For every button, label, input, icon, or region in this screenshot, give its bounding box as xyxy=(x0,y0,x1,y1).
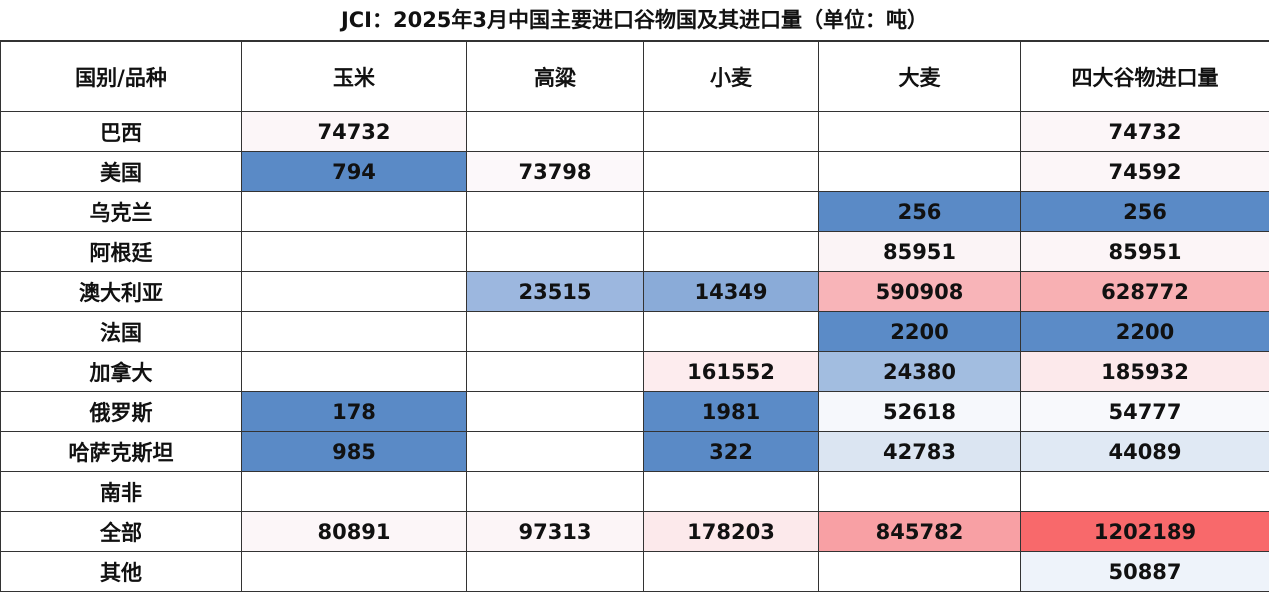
corn-cell xyxy=(241,311,467,352)
total-cell: 85951 xyxy=(1020,231,1269,272)
corn-cell xyxy=(241,191,467,232)
wheat-cell: 1981 xyxy=(643,391,819,432)
header-corn: 玉米 xyxy=(241,41,467,112)
barley-cell: 2200 xyxy=(818,311,1021,352)
total-cell: 44089 xyxy=(1020,431,1269,472)
wheat-cell xyxy=(643,151,819,192)
country-cell: 阿根廷 xyxy=(0,231,242,272)
barley-cell xyxy=(818,471,1021,512)
total-cell: 1202189 xyxy=(1020,511,1269,552)
corn-cell: 794 xyxy=(241,151,467,192)
table-row: 阿根廷 85951 85951 xyxy=(0,231,1269,272)
import-table: 国别/品种 玉米 高粱 小麦 大麦 四大谷物进口量 巴西 74732 74732 美国… xyxy=(0,41,1269,592)
sorghum-cell xyxy=(466,551,644,592)
corn-cell: 985 xyxy=(241,431,467,472)
total-cell: 628772 xyxy=(1020,271,1269,312)
table-row: 美国 794 73798 74592 xyxy=(0,151,1269,192)
total-cell: 2200 xyxy=(1020,311,1269,352)
wheat-cell: 322 xyxy=(643,431,819,472)
sorghum-cell xyxy=(466,111,644,152)
table-row: 乌克兰 256 256 xyxy=(0,191,1269,232)
barley-cell: 845782 xyxy=(818,511,1021,552)
table-title: JCI：2025年3月中国主要进口谷物国及其进口量（单位：吨） xyxy=(0,0,1269,41)
corn-cell xyxy=(241,351,467,392)
header-total: 四大谷物进口量 xyxy=(1020,41,1269,112)
barley-cell: 256 xyxy=(818,191,1021,232)
country-cell: 巴西 xyxy=(0,111,242,152)
corn-cell xyxy=(241,271,467,312)
wheat-cell: 178203 xyxy=(643,511,819,552)
wheat-cell xyxy=(643,231,819,272)
corn-cell xyxy=(241,231,467,272)
wheat-cell xyxy=(643,191,819,232)
total-cell: 256 xyxy=(1020,191,1269,232)
country-cell: 全部 xyxy=(0,511,242,552)
corn-cell: 178 xyxy=(241,391,467,432)
sorghum-cell xyxy=(466,471,644,512)
table-row: 俄罗斯 178 1981 52618 54777 xyxy=(0,391,1269,432)
wheat-cell: 14349 xyxy=(643,271,819,312)
table-row: 加拿大 161552 24380 185932 xyxy=(0,351,1269,392)
country-cell: 南非 xyxy=(0,471,242,512)
table-row: 澳大利亚 23515 14349 590908 628772 xyxy=(0,271,1269,312)
sorghum-cell xyxy=(466,431,644,472)
country-cell: 其他 xyxy=(0,551,242,592)
total-cell: 74732 xyxy=(1020,111,1269,152)
sorghum-cell: 23515 xyxy=(466,271,644,312)
header-country: 国别/品种 xyxy=(0,41,242,112)
corn-cell xyxy=(241,471,467,512)
corn-cell xyxy=(241,551,467,592)
country-cell: 美国 xyxy=(0,151,242,192)
sorghum-cell: 97313 xyxy=(466,511,644,552)
corn-cell: 74732 xyxy=(241,111,467,152)
table-row: 巴西 74732 74732 xyxy=(0,111,1269,152)
barley-cell: 52618 xyxy=(818,391,1021,432)
country-cell: 法国 xyxy=(0,311,242,352)
wheat-cell: 161552 xyxy=(643,351,819,392)
sorghum-cell xyxy=(466,231,644,272)
header-sorghum: 高粱 xyxy=(466,41,644,112)
country-cell: 俄罗斯 xyxy=(0,391,242,432)
country-cell: 乌克兰 xyxy=(0,191,242,232)
sorghum-cell xyxy=(466,311,644,352)
wheat-cell xyxy=(643,551,819,592)
barley-cell: 24380 xyxy=(818,351,1021,392)
corn-cell: 80891 xyxy=(241,511,467,552)
total-cell: 185932 xyxy=(1020,351,1269,392)
table-row: 全部 80891 97313 178203 845782 1202189 xyxy=(0,511,1269,552)
wheat-cell xyxy=(643,471,819,512)
table-row: 其他 50887 xyxy=(0,551,1269,592)
header-row: 国别/品种 玉米 高粱 小麦 大麦 四大谷物进口量 xyxy=(0,41,1269,112)
barley-cell: 590908 xyxy=(818,271,1021,312)
country-cell: 澳大利亚 xyxy=(0,271,242,312)
barley-cell xyxy=(818,551,1021,592)
header-barley: 大麦 xyxy=(818,41,1021,112)
barley-cell: 85951 xyxy=(818,231,1021,272)
wheat-cell xyxy=(643,311,819,352)
barley-cell xyxy=(818,111,1021,152)
total-cell xyxy=(1020,471,1269,512)
table-row: 法国 2200 2200 xyxy=(0,311,1269,352)
sorghum-cell xyxy=(466,191,644,232)
table-row: 南非 xyxy=(0,471,1269,512)
total-cell: 74592 xyxy=(1020,151,1269,192)
barley-cell: 42783 xyxy=(818,431,1021,472)
country-cell: 加拿大 xyxy=(0,351,242,392)
header-wheat: 小麦 xyxy=(643,41,819,112)
total-cell: 50887 xyxy=(1020,551,1269,592)
sorghum-cell xyxy=(466,351,644,392)
sorghum-cell xyxy=(466,391,644,432)
country-cell: 哈萨克斯坦 xyxy=(0,431,242,472)
barley-cell xyxy=(818,151,1021,192)
wheat-cell xyxy=(643,111,819,152)
sorghum-cell: 73798 xyxy=(466,151,644,192)
table-row: 哈萨克斯坦 985 322 42783 44089 xyxy=(0,431,1269,472)
total-cell: 54777 xyxy=(1020,391,1269,432)
